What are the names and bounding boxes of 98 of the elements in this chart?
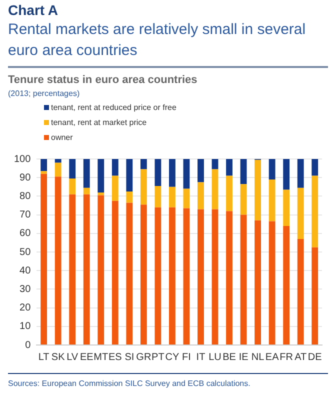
legend-label: tenant, rent at market price (51, 117, 147, 129)
bar (126, 159, 133, 192)
bar (112, 159, 118, 176)
x-tick-label: NL (251, 352, 265, 363)
y-tick-label: 60 (20, 228, 32, 240)
bar (69, 178, 76, 194)
bar (254, 220, 262, 344)
x-tick-label: GR (136, 352, 152, 363)
x-tick-label: LU (208, 352, 222, 363)
source-note: Sources: European Commission SILC Survey and ECB calculations. (8, 379, 252, 388)
legend-label: owner (51, 132, 73, 144)
bar (54, 176, 62, 344)
bar (212, 209, 218, 344)
x-tick-label: FR (280, 352, 294, 363)
x-tick-label: BE (222, 352, 236, 363)
x-tick-label: PT (152, 352, 164, 363)
y-tick-label: 0 (25, 340, 32, 351)
bar (183, 188, 190, 208)
bar (212, 169, 218, 210)
legend-label: tenant, rent at reduced price or free (51, 102, 176, 114)
x-tick-label: LV (66, 352, 78, 363)
bar (312, 159, 318, 176)
y-tick-label: 10 (20, 321, 32, 332)
x-tick-label: AT (294, 352, 307, 363)
bar (140, 204, 147, 344)
bar (169, 186, 176, 208)
bar (268, 221, 276, 344)
x-tick-label: SI (124, 352, 134, 363)
x-tick-label: IE (238, 352, 249, 363)
text: (2013; percentages) (8, 89, 81, 98)
bar (240, 214, 247, 344)
bar (169, 207, 176, 344)
bar (112, 200, 118, 344)
bar (83, 188, 90, 194)
x-tick-label: SK (51, 352, 66, 363)
bar (198, 182, 204, 210)
x-tick-label: ES (108, 352, 122, 363)
chart-title: Rental markets are relatively small in several euro area countries (8, 20, 307, 61)
bar (283, 159, 290, 190)
bar (69, 159, 76, 179)
text: Chart A (8, 2, 60, 18)
bar (240, 184, 247, 215)
bar (154, 186, 162, 208)
y-tick-label: 90 (20, 172, 32, 184)
bar (183, 159, 190, 189)
bar (140, 169, 147, 205)
bar (312, 247, 318, 344)
bar (40, 174, 48, 344)
bar (112, 176, 118, 201)
bar (140, 159, 147, 170)
bar (54, 162, 62, 177)
x-tick-label: DE (308, 352, 322, 363)
bar (54, 159, 62, 163)
y-tick-label: 40 (20, 265, 32, 276)
bar (183, 208, 190, 344)
x-tick-label: MT (94, 352, 108, 363)
bar (198, 159, 204, 182)
bar (226, 176, 232, 212)
bar (198, 209, 204, 344)
y-tick-label: 20 (20, 302, 32, 314)
bar (240, 159, 247, 184)
chart-subtitle: Tenure status in euro area countries (8, 74, 198, 86)
bar (83, 194, 90, 344)
bar (254, 160, 262, 220)
bar (297, 159, 304, 188)
bar (83, 159, 90, 188)
bar (40, 171, 48, 174)
bar (268, 159, 276, 180)
bar (98, 159, 104, 192)
y-tick-label: 50 (20, 246, 32, 258)
x-tick-label: LT (38, 352, 50, 363)
bar (297, 188, 304, 239)
bar (312, 176, 318, 248)
bar (40, 159, 48, 172)
bar (268, 179, 276, 222)
bar (226, 211, 232, 344)
bar (169, 159, 176, 187)
x-tick-label: EA (265, 352, 280, 363)
x-tick-label: IT (196, 352, 206, 363)
x-tick-label: CY (165, 352, 180, 363)
y-tick-label: 70 (20, 210, 32, 221)
bar (126, 202, 133, 344)
bar (226, 159, 232, 176)
y-tick-label: 100 (14, 154, 32, 165)
bar (212, 159, 218, 170)
y-tick-label: 80 (20, 190, 32, 202)
bar (98, 192, 104, 196)
y-tick-label: 30 (20, 284, 32, 295)
x-tick-label: EE (80, 352, 94, 363)
bar (98, 195, 104, 344)
bar (297, 238, 304, 344)
x-tick-label: FI (182, 352, 191, 363)
bar (283, 226, 290, 344)
bar (69, 194, 76, 344)
bar (154, 159, 162, 186)
bar (126, 192, 133, 203)
bar (154, 207, 162, 344)
bar (283, 190, 290, 226)
